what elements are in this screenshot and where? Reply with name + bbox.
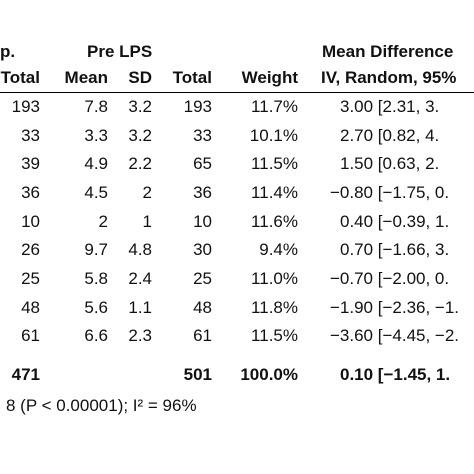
cell-total: 30 (193, 240, 212, 259)
cell-total: 33 (193, 126, 212, 145)
cell-weight: 11.5% (251, 154, 298, 173)
cell-total: 48 (193, 298, 212, 317)
col-total-left-header: Total (0, 68, 40, 87)
group-mean-difference-label: Mean Difference (322, 42, 454, 61)
cell-mean: 9.7 (84, 240, 108, 259)
cell-total-left: 61 (21, 326, 40, 345)
group-left-fragment: p. (0, 42, 16, 61)
cell-mean: 2 (98, 212, 108, 231)
cell-total: 65 (193, 154, 212, 173)
cell-total: 10 (193, 212, 212, 231)
cell-weight: 11.8% (251, 298, 298, 317)
cell-total-left: 193 (11, 97, 40, 116)
cell-mean: 6.6 (84, 326, 108, 345)
cell-mean-difference: 0.70 [−1.66, 3. (340, 240, 450, 259)
cell-mean-difference: −0.80 [−1.75, 0. (330, 183, 450, 202)
cell-sd: 3.2 (128, 97, 152, 116)
cell-sd: 1 (142, 212, 152, 231)
cell-weight: 11.7% (251, 97, 298, 116)
cell-mean-difference: 0.40 [−0.39, 1. (340, 212, 450, 231)
cell-total: 36 (193, 183, 212, 202)
cell-mean: 7.8 (84, 97, 108, 116)
cell-mean: 4.5 (84, 183, 108, 202)
cell-total-left: 39 (21, 154, 40, 173)
total-value: 501 (183, 365, 212, 384)
cell-total: 25 (193, 269, 212, 288)
cell-sd: 2.2 (128, 154, 152, 173)
cell-total-left: 33 (21, 126, 40, 145)
cell-mean: 5.8 (84, 269, 108, 288)
cell-mean-difference: −0.70 [−2.00, 0. (330, 269, 450, 288)
header-rule (0, 92, 474, 93)
heterogeneity-statistics: 8 (P < 0.00001); I² = 96% (6, 396, 197, 415)
cell-sd: 2.4 (128, 269, 152, 288)
cell-mean: 5.6 (84, 298, 108, 317)
cell-weight: 11.6% (251, 212, 298, 231)
cell-total-left: 25 (21, 269, 40, 288)
total-left-value: 471 (11, 365, 40, 384)
cell-total-left: 10 (21, 212, 40, 231)
total-mean-difference: 0.10 [−1.45, 1. (340, 365, 451, 384)
col-sd-header: SD (128, 68, 152, 87)
cell-mean-difference: 1.50 [0.63, 2. (340, 154, 440, 173)
cell-total: 193 (183, 97, 212, 116)
group-pre-lps-label: Pre LPS (87, 42, 153, 61)
col-effect-header: IV, Random, 95% (321, 68, 457, 87)
cell-sd: 4.8 (128, 240, 152, 259)
cell-mean-difference: 3.00 [2.31, 3. (340, 97, 440, 116)
cell-mean: 3.3 (84, 126, 108, 145)
cell-weight: 9.4% (259, 240, 298, 259)
cell-sd: 2.3 (128, 326, 152, 345)
cell-mean-difference: −3.60 [−4.45, −2. (330, 326, 460, 345)
cell-sd: 1.1 (128, 298, 152, 317)
cell-sd: 3.2 (128, 126, 152, 145)
col-total-header: Total (172, 68, 212, 87)
total-weight-value: 100.0% (240, 365, 298, 384)
cell-weight: 10.1% (249, 126, 298, 145)
cell-weight: 11.0% (251, 269, 298, 288)
cell-total-left: 36 (21, 183, 40, 202)
cell-weight: 11.5% (251, 326, 298, 345)
cell-mean: 4.9 (84, 154, 108, 173)
cell-total: 61 (193, 326, 212, 345)
cell-mean-difference: 2.70 [0.82, 4. (340, 126, 440, 145)
cell-mean-difference: −1.90 [−2.36, −1. (330, 298, 460, 317)
cell-total-left: 26 (21, 240, 40, 259)
col-weight-header: Weight (241, 68, 298, 87)
cell-total-left: 48 (21, 298, 40, 317)
cell-sd: 2 (142, 183, 152, 202)
cell-weight: 11.4% (251, 183, 298, 202)
col-mean-header: Mean (64, 68, 108, 87)
